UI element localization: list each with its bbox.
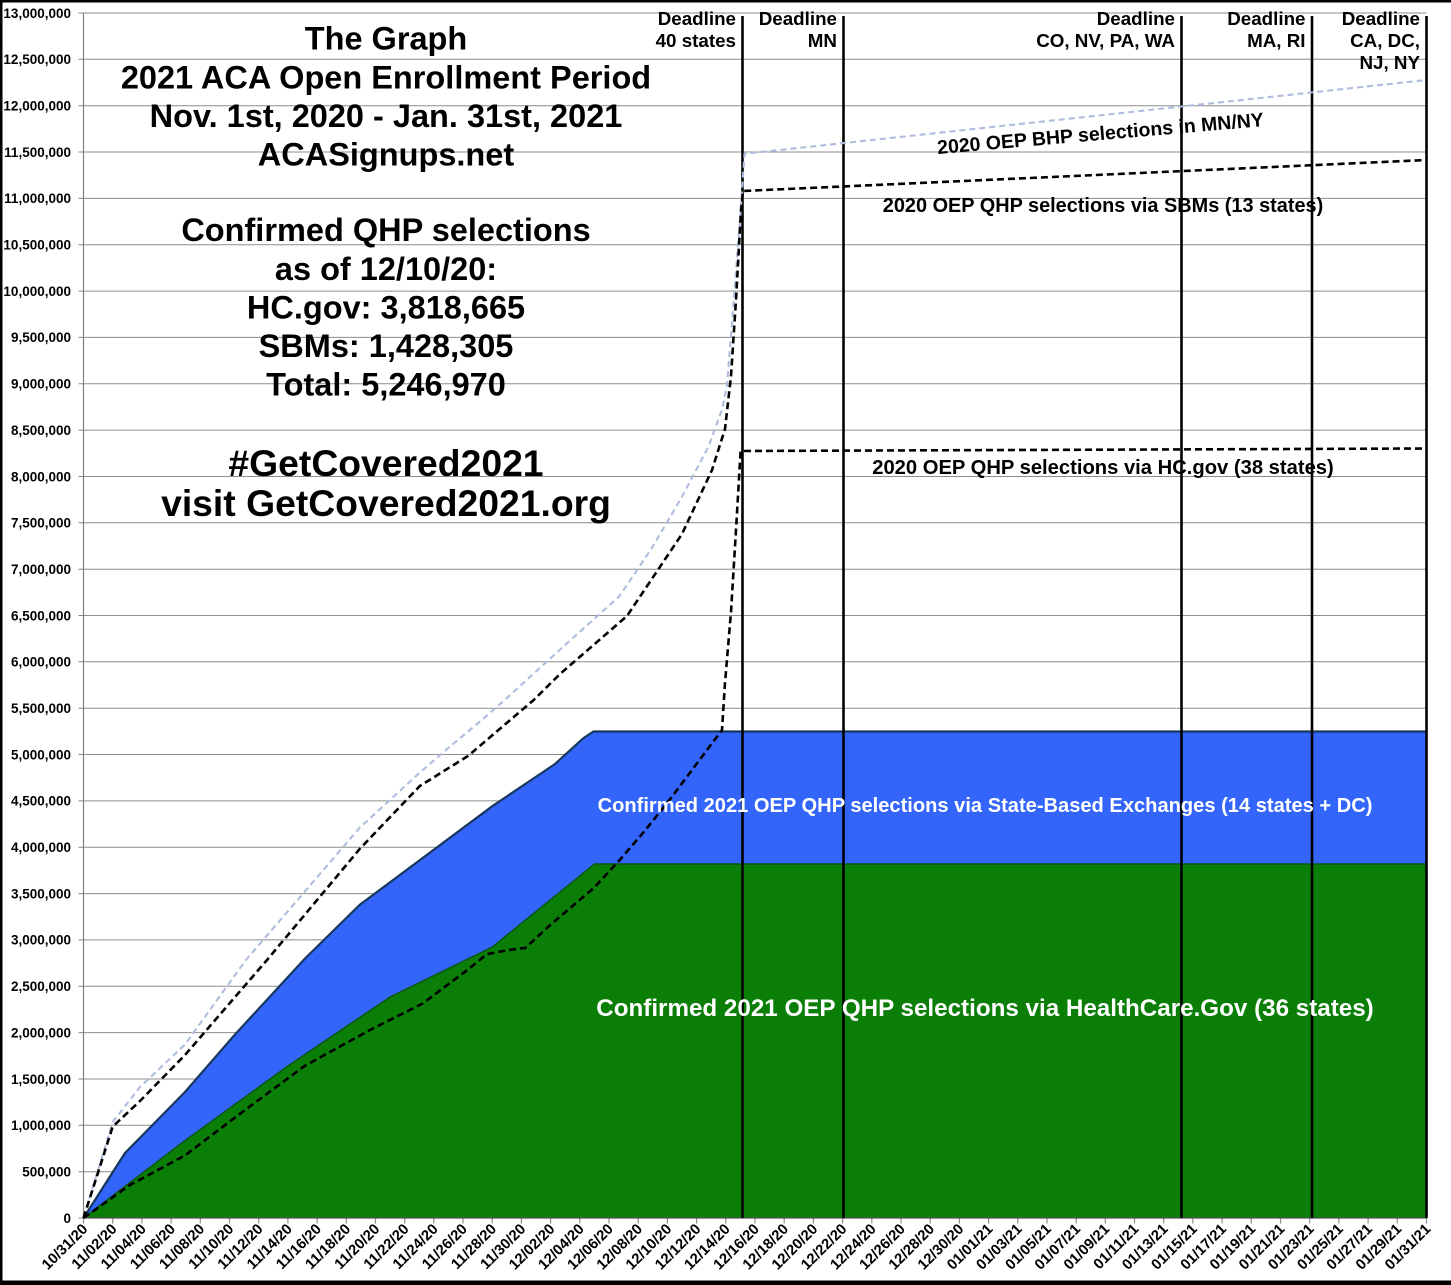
svg-text:CO, NV, PA, WA: CO, NV, PA, WA xyxy=(1036,30,1175,51)
svg-text:MN: MN xyxy=(808,30,837,51)
svg-text:visit GetCovered2021.org: visit GetCovered2021.org xyxy=(161,482,611,524)
svg-text:40 states: 40 states xyxy=(656,30,736,51)
svg-text:5,000,000: 5,000,000 xyxy=(11,747,71,762)
svg-text:Nov. 1st, 2020 - Jan. 31st, 20: Nov. 1st, 2020 - Jan. 31st, 2021 xyxy=(150,98,623,134)
svg-text:9,500,000: 9,500,000 xyxy=(11,330,71,345)
svg-text:2020 OEP QHP selections via SB: 2020 OEP QHP selections via SBMs (13 sta… xyxy=(883,195,1323,217)
svg-text:SBMs: 1,428,305: SBMs: 1,428,305 xyxy=(259,328,514,364)
svg-text:Deadline: Deadline xyxy=(1342,8,1420,29)
svg-text:#GetCovered2021: #GetCovered2021 xyxy=(228,442,543,484)
svg-text:3,500,000: 3,500,000 xyxy=(11,886,71,901)
svg-text:9,000,000: 9,000,000 xyxy=(11,377,71,392)
svg-text:2,000,000: 2,000,000 xyxy=(11,1025,71,1040)
svg-text:12,000,000: 12,000,000 xyxy=(3,99,71,114)
svg-text:The Graph: The Graph xyxy=(305,21,468,57)
svg-text:MA, RI: MA, RI xyxy=(1247,30,1305,51)
svg-text:Total: 5,246,970: Total: 5,246,970 xyxy=(266,367,506,403)
svg-text:5,500,000: 5,500,000 xyxy=(11,701,71,716)
svg-text:0: 0 xyxy=(63,1211,71,1226)
svg-text:Deadline: Deadline xyxy=(1097,8,1175,29)
svg-text:4,000,000: 4,000,000 xyxy=(11,840,71,855)
svg-text:NJ, NY: NJ, NY xyxy=(1359,52,1420,73)
svg-text:as of 12/10/20:: as of 12/10/20: xyxy=(275,251,497,287)
svg-text:Confirmed 2021 OEP QHP selecti: Confirmed 2021 OEP QHP selections via St… xyxy=(598,795,1373,817)
svg-text:ACASignups.net: ACASignups.net xyxy=(258,137,515,173)
svg-text:Confirmed 2021 OEP QHP selecti: Confirmed 2021 OEP QHP selections via He… xyxy=(596,995,1373,1022)
svg-text:11,000,000: 11,000,000 xyxy=(4,191,71,206)
svg-text:6,000,000: 6,000,000 xyxy=(11,655,71,670)
svg-text:10,000,000: 10,000,000 xyxy=(3,284,71,299)
svg-text:1,000,000: 1,000,000 xyxy=(11,1118,71,1133)
svg-text:6,500,000: 6,500,000 xyxy=(11,608,71,623)
svg-text:4,500,000: 4,500,000 xyxy=(11,794,71,809)
svg-text:CA, DC,: CA, DC, xyxy=(1350,30,1420,51)
svg-text:Deadline: Deadline xyxy=(1227,8,1305,29)
svg-text:500,000: 500,000 xyxy=(22,1165,71,1180)
svg-text:2,500,000: 2,500,000 xyxy=(11,979,71,994)
svg-text:Deadline: Deadline xyxy=(658,8,736,29)
svg-text:7,500,000: 7,500,000 xyxy=(11,516,71,531)
svg-text:7,000,000: 7,000,000 xyxy=(11,562,71,577)
svg-text:1,500,000: 1,500,000 xyxy=(11,1072,71,1087)
svg-text:2020 OEP QHP selections via HC: 2020 OEP QHP selections via HC.gov (38 s… xyxy=(872,457,1334,479)
svg-text:8,500,000: 8,500,000 xyxy=(11,423,71,438)
svg-text:10,500,000: 10,500,000 xyxy=(3,238,71,253)
svg-text:11,500,000: 11,500,000 xyxy=(4,145,71,160)
svg-text:12,500,000: 12,500,000 xyxy=(3,52,71,67)
svg-text:HC.gov: 3,818,665: HC.gov: 3,818,665 xyxy=(247,290,525,326)
svg-text:Deadline: Deadline xyxy=(759,8,837,29)
svg-text:13,000,000: 13,000,000 xyxy=(3,6,71,21)
svg-text:2021 ACA Open Enrollment Perio: 2021 ACA Open Enrollment Period xyxy=(121,59,651,95)
svg-text:3,000,000: 3,000,000 xyxy=(11,933,71,948)
svg-text:8,000,000: 8,000,000 xyxy=(11,469,71,484)
svg-text:Confirmed QHP selections: Confirmed QHP selections xyxy=(181,212,590,248)
